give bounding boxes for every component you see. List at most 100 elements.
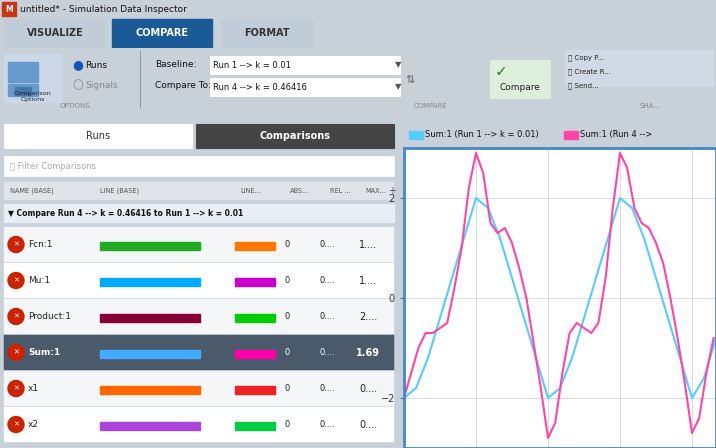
- Bar: [4, 335, 394, 370]
- Text: Fcn:1: Fcn:1: [28, 240, 52, 249]
- Text: Comparisons: Comparisons: [259, 131, 331, 141]
- Circle shape: [8, 380, 24, 396]
- Text: MAX...: MAX...: [365, 188, 386, 194]
- Text: 0....: 0....: [319, 384, 335, 393]
- Bar: [409, 131, 423, 139]
- Text: ✓: ✓: [495, 65, 508, 79]
- Text: 0....: 0....: [319, 312, 335, 321]
- Bar: [235, 314, 275, 322]
- Bar: [196, 124, 394, 148]
- Bar: [235, 422, 275, 430]
- Text: Compare: Compare: [500, 83, 541, 92]
- Text: SHA...: SHA...: [639, 103, 660, 109]
- Bar: [100, 422, 200, 430]
- Bar: [235, 242, 275, 250]
- Text: FORMAT: FORMAT: [244, 28, 290, 38]
- Text: M: M: [5, 4, 13, 13]
- Bar: [112, 19, 212, 47]
- Text: Comparison
Options: Comparison Options: [14, 91, 52, 102]
- Text: ✕: ✕: [13, 385, 19, 392]
- Text: 🔍 Filter Comparisons: 🔍 Filter Comparisons: [10, 161, 96, 171]
- Text: 📋 Create R...: 📋 Create R...: [568, 69, 611, 75]
- Bar: [100, 314, 200, 322]
- Text: 0: 0: [284, 348, 290, 357]
- Bar: [100, 386, 200, 394]
- Bar: [4, 299, 394, 334]
- Bar: [4, 156, 394, 176]
- Text: untitled* - Simulation Data Inspector: untitled* - Simulation Data Inspector: [20, 4, 187, 13]
- Text: 📋 Copy P...: 📋 Copy P...: [568, 55, 604, 61]
- Text: ✕: ✕: [13, 241, 19, 247]
- Text: Sum:1 (Run 1 --> k = 0.01): Sum:1 (Run 1 --> k = 0.01): [425, 130, 538, 139]
- Bar: [4, 204, 394, 222]
- Text: Product:1: Product:1: [28, 312, 71, 321]
- Text: Signals: Signals: [85, 81, 117, 90]
- Circle shape: [8, 272, 24, 289]
- Text: ▼: ▼: [395, 60, 402, 69]
- Bar: [100, 242, 200, 250]
- Text: Runs: Runs: [85, 60, 107, 69]
- Text: 0: 0: [284, 384, 290, 393]
- Text: 0: 0: [284, 240, 290, 249]
- Text: NAME (BASE): NAME (BASE): [10, 188, 54, 194]
- Text: 1....: 1....: [359, 240, 377, 250]
- Text: Compare To:: Compare To:: [155, 82, 211, 90]
- Bar: [235, 386, 275, 394]
- Bar: [564, 131, 578, 139]
- Text: 0: 0: [284, 276, 290, 285]
- Text: x2: x2: [28, 420, 39, 429]
- Text: Sum:1 (Run 4 -->: Sum:1 (Run 4 -->: [580, 130, 652, 139]
- Text: 2....: 2....: [359, 311, 377, 322]
- Text: ✕: ✕: [13, 349, 19, 356]
- Text: ✕: ✕: [13, 277, 19, 284]
- Circle shape: [8, 417, 24, 432]
- Text: 1....: 1....: [359, 276, 377, 285]
- Text: +: +: [388, 186, 396, 196]
- Text: LINE (BASE): LINE (BASE): [100, 188, 139, 194]
- Text: ▼: ▼: [395, 82, 402, 91]
- Text: ABS...: ABS...: [290, 188, 309, 194]
- Bar: [4, 407, 394, 442]
- Bar: [8, 62, 38, 82]
- Circle shape: [8, 309, 24, 324]
- Text: 0....: 0....: [359, 419, 377, 430]
- Text: 📋 Send...: 📋 Send...: [568, 83, 599, 89]
- Text: ○: ○: [72, 78, 83, 91]
- Text: 0....: 0....: [319, 420, 335, 429]
- Text: ●: ●: [72, 59, 83, 72]
- Bar: [4, 54, 62, 102]
- Text: ⇅: ⇅: [405, 75, 415, 85]
- Bar: [8, 84, 38, 96]
- Text: 0: 0: [284, 312, 290, 321]
- Bar: [222, 19, 312, 47]
- Circle shape: [8, 345, 24, 361]
- Bar: [2, 2, 16, 16]
- Bar: [4, 124, 192, 148]
- Bar: [235, 350, 275, 358]
- Bar: [15, 87, 31, 95]
- Text: x1: x1: [28, 384, 39, 393]
- Bar: [100, 350, 200, 358]
- Text: REL ...: REL ...: [330, 188, 351, 194]
- Bar: [565, 50, 713, 86]
- Text: 0: 0: [284, 420, 290, 429]
- Bar: [4, 182, 394, 200]
- Circle shape: [8, 237, 24, 253]
- Text: COMPARE: COMPARE: [413, 103, 447, 109]
- Bar: [4, 227, 394, 262]
- Bar: [235, 278, 275, 286]
- Text: ▼ Compare Run 4 --> k = 0.46416 to Run 1 --> k = 0.01: ▼ Compare Run 4 --> k = 0.46416 to Run 1…: [8, 208, 243, 217]
- Text: 0....: 0....: [359, 383, 377, 393]
- Bar: [210, 78, 400, 96]
- Text: 0....: 0....: [319, 276, 335, 285]
- Text: LINE...: LINE...: [240, 188, 261, 194]
- Bar: [210, 56, 400, 74]
- Text: OPTIONS: OPTIONS: [59, 103, 90, 109]
- Text: Run 1 --> k = 0.01: Run 1 --> k = 0.01: [213, 60, 291, 69]
- Bar: [5, 19, 105, 47]
- Text: ✕: ✕: [13, 422, 19, 427]
- Bar: [4, 263, 394, 298]
- Text: 0....: 0....: [319, 240, 335, 249]
- Text: 1.69: 1.69: [356, 348, 380, 358]
- Bar: [100, 278, 200, 286]
